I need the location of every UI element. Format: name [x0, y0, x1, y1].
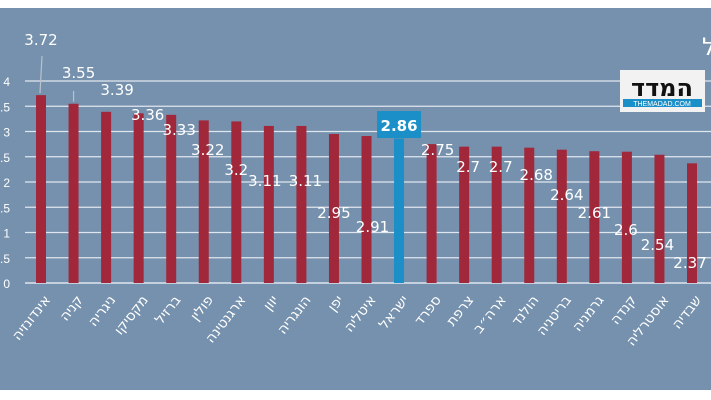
data-label: 2.75	[421, 141, 454, 159]
bar	[524, 147, 535, 283]
bar	[491, 146, 502, 283]
bar	[166, 114, 177, 284]
data-label: 2.91	[356, 218, 389, 236]
data-label: 2.54	[641, 236, 674, 254]
y-tick-label: 0	[3, 277, 10, 291]
y-tick-label: .5	[0, 100, 10, 114]
logo-text: המדד	[631, 74, 693, 102]
data-label: 3.39	[100, 81, 133, 99]
data-label: 2.61	[578, 204, 611, 222]
bar	[198, 120, 209, 283]
x-tick-label: יפן	[325, 293, 347, 315]
logo-subtext: THEMADAD.COM	[633, 101, 691, 108]
y-tick-label: 3	[3, 126, 10, 140]
highlight-label-box	[377, 111, 422, 138]
leader-line	[39, 55, 43, 94]
bar	[589, 151, 600, 283]
data-label: 3.72	[24, 31, 57, 49]
data-label: 3.33	[162, 121, 195, 139]
y-tick-label: 1	[3, 227, 10, 241]
y-tick-label: .5	[0, 201, 10, 215]
data-label: 3.2	[224, 161, 248, 179]
bar	[328, 134, 339, 283]
data-label: 3.11	[289, 172, 322, 190]
bar	[133, 113, 144, 283]
data-label: 2.7	[456, 158, 480, 176]
y-tick-label: 2	[3, 176, 10, 190]
data-label: 2.7	[489, 158, 513, 176]
data-label: 2.95	[317, 204, 350, 222]
data-label: 3.22	[191, 141, 224, 159]
bar	[101, 111, 112, 284]
y-tick-label: 4	[3, 75, 10, 89]
bar	[296, 125, 307, 283]
logo-strip	[623, 99, 702, 107]
bar	[556, 149, 567, 283]
bar	[426, 144, 437, 283]
bar	[361, 136, 372, 283]
y-tick-label: .5	[0, 151, 10, 165]
bar	[36, 95, 46, 283]
bar	[231, 121, 242, 284]
data-label: 2.68	[520, 166, 553, 184]
data-label: 2.86	[381, 117, 418, 135]
bar	[654, 154, 665, 283]
data-label: 2.37	[673, 254, 706, 272]
data-label: 3.36	[131, 106, 164, 124]
bar	[263, 125, 274, 283]
data-label: 3.11	[248, 172, 281, 190]
bar	[394, 138, 405, 283]
data-label: 2.6	[614, 221, 638, 239]
chart-title: אינדקס הזהות הלאומית: השוואה בינ״ל	[702, 33, 711, 61]
bar	[687, 163, 697, 283]
bar	[459, 146, 470, 283]
y-tick-label: .5	[0, 252, 10, 266]
bar	[621, 151, 632, 283]
bar	[68, 103, 79, 283]
data-label: 3.55	[62, 64, 95, 82]
data-label: 2.64	[550, 186, 583, 204]
